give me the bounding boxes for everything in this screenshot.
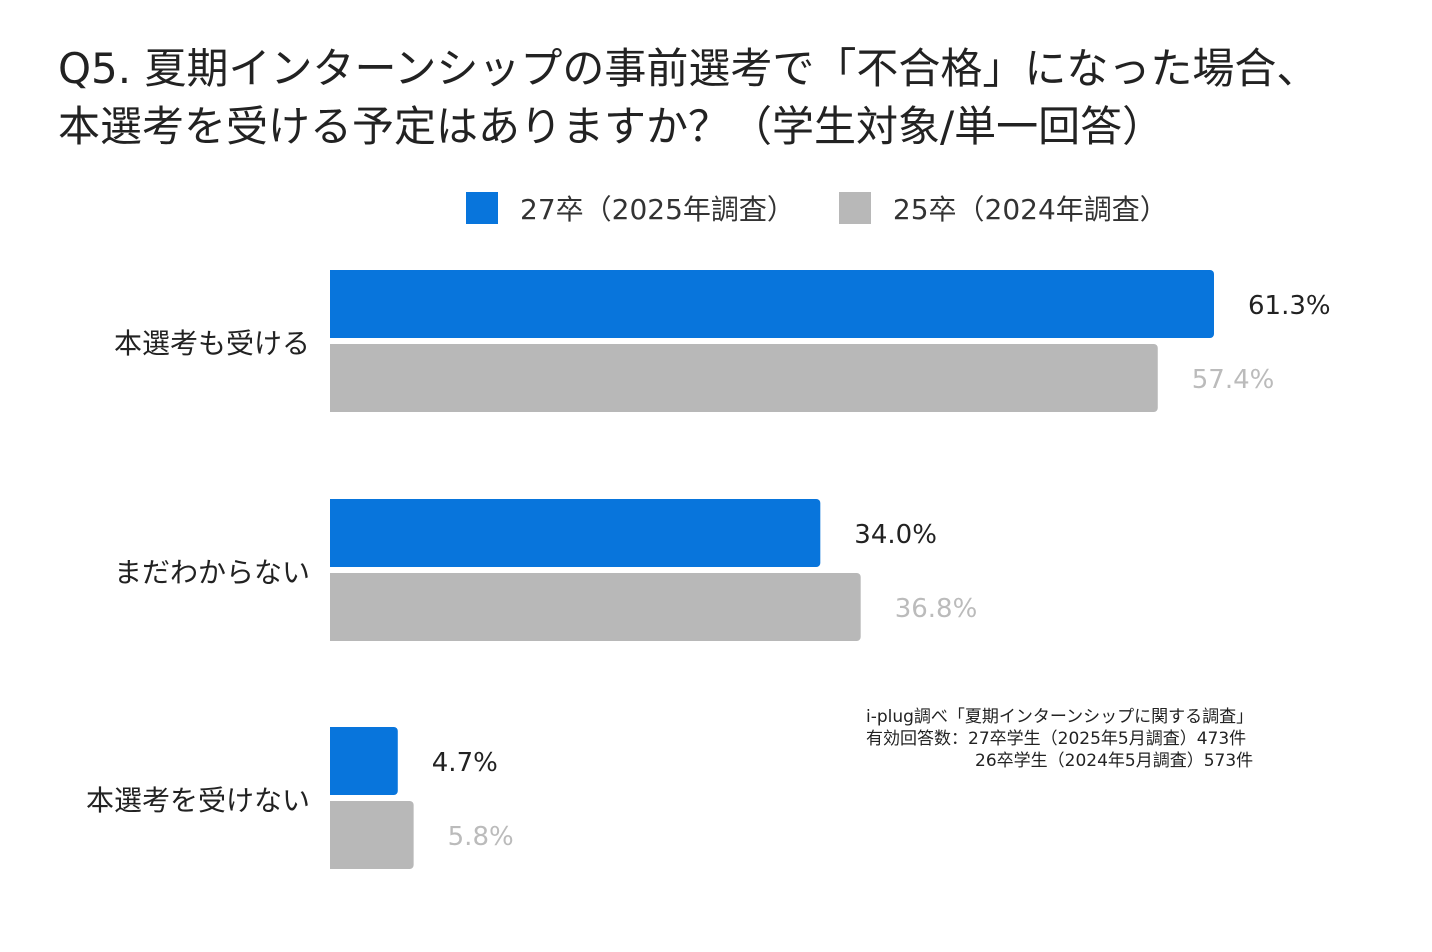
- bar-27-0: [330, 270, 1214, 338]
- category-label-1: まだわからない: [114, 556, 310, 589]
- bar-25-0: [330, 344, 1158, 412]
- value-label-25-2: 5.8%: [448, 822, 514, 852]
- bar-left-edge-25-1: [330, 573, 338, 641]
- bar-27-2: [330, 727, 398, 795]
- legend-item-25: 25卒（2024年調査）: [838, 188, 1168, 228]
- value-label-27-0: 61.3%: [1248, 291, 1331, 321]
- bar-left-edge-25-0: [330, 344, 338, 412]
- category-label-2: 本選考を受けない: [86, 784, 310, 817]
- bar-25-1: [330, 573, 861, 641]
- legend-label-25: 25卒（2024年調査）: [892, 193, 1168, 226]
- bar-left-edge-25-2: [330, 801, 338, 869]
- chart-title-line-2: 本選考を受ける予定はありますか？（学生対象/単一回答）: [58, 102, 1165, 151]
- legend-swatch-25: [838, 192, 871, 224]
- category-label-0: 本選考も受ける: [114, 327, 310, 360]
- bar-25-2: [330, 801, 414, 869]
- bar-left-edge-27-2: [330, 727, 338, 795]
- chart-legend: 27卒（2025年調査） 25卒（2024年調査）: [466, 188, 1212, 228]
- value-label-27-1: 34.0%: [854, 520, 937, 550]
- value-label-27-2: 4.7%: [432, 748, 498, 778]
- value-label-25-1: 36.8%: [895, 594, 978, 624]
- legend-label-27: 27卒（2025年調査）: [520, 193, 795, 226]
- chart-title-line-1: Q5. 夏期インターンシップの事前選考で「不合格」になった場合、: [58, 44, 1319, 93]
- value-label-25-0: 57.4%: [1192, 365, 1275, 395]
- legend-swatch-27: [466, 192, 498, 224]
- bar-left-edge-27-0: [330, 270, 338, 338]
- legend-item-27: 27卒（2025年調査）: [466, 188, 795, 228]
- source-note: i-plug調べ「夏期インターンシップに関する調査」 有効回答数：27卒学生（2…: [866, 706, 1253, 772]
- source-note-line-1: i-plug調べ「夏期インターンシップに関する調査」: [866, 707, 1254, 727]
- source-note-line-3: 26卒学生（2024年5月調査）573件: [975, 751, 1254, 771]
- source-note-line-2: 有効回答数：27卒学生（2025年5月調査）473件: [866, 729, 1247, 749]
- bar-27-1: [330, 499, 821, 567]
- chart-title: Q5. 夏期インターンシップの事前選考で「不合格」になった場合、 本選考を受ける…: [58, 40, 1398, 156]
- bar-left-edge-27-1: [330, 499, 338, 567]
